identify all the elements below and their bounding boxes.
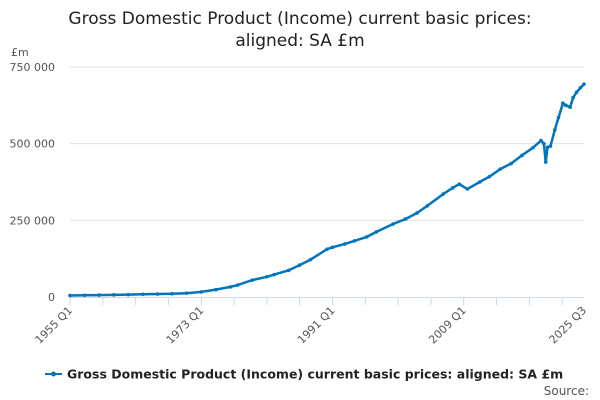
data-point xyxy=(228,285,233,289)
data-point xyxy=(543,160,548,164)
data-point xyxy=(297,263,302,267)
data-point xyxy=(574,90,579,94)
data-point xyxy=(509,161,513,166)
data-point xyxy=(568,105,572,109)
data-point xyxy=(457,182,462,186)
data-point xyxy=(542,141,546,146)
data-point xyxy=(477,180,482,184)
data-point xyxy=(403,217,408,221)
data-point xyxy=(68,293,72,298)
x-tick-label: 2009 Q1 xyxy=(426,304,469,347)
data-point xyxy=(425,204,430,208)
data-point xyxy=(250,278,255,282)
data-point xyxy=(97,293,101,297)
x-tick-label: 1955 Q1 xyxy=(33,304,76,347)
data-point xyxy=(465,187,470,191)
y-tick-label: 500 000 xyxy=(10,138,56,151)
x-tick-label: 1973 Q1 xyxy=(164,304,207,347)
data-point xyxy=(441,192,446,196)
data-point xyxy=(170,291,174,296)
data-point xyxy=(545,145,550,150)
data-point xyxy=(199,290,204,294)
data-point xyxy=(556,115,561,120)
legend[interactable]: Gross Domestic Product (Income) current … xyxy=(45,367,563,382)
data-point xyxy=(141,292,145,297)
chart-title-line-2: aligned: SA £m xyxy=(235,31,364,51)
data-point xyxy=(563,103,568,108)
data-point xyxy=(330,245,335,250)
data-point xyxy=(578,86,583,90)
data-point xyxy=(286,268,291,273)
data-point xyxy=(498,167,502,171)
data-point xyxy=(561,101,565,105)
data-point xyxy=(450,186,455,190)
data-point xyxy=(553,128,557,132)
y-axis-label: £m xyxy=(11,46,29,59)
data-point xyxy=(352,239,357,243)
data-point xyxy=(539,138,543,143)
x-tick-label: 1991 Q1 xyxy=(295,304,338,347)
data-point xyxy=(82,293,87,298)
y-tick-label: 0 xyxy=(48,291,55,304)
data-point xyxy=(308,257,313,262)
data-point xyxy=(520,153,524,158)
data-point xyxy=(548,144,553,148)
data-point xyxy=(391,222,395,226)
y-tick-label: 250 000 xyxy=(10,214,56,227)
data-point xyxy=(487,174,492,179)
data-point xyxy=(325,247,329,251)
data-point xyxy=(343,242,347,246)
data-point xyxy=(364,235,369,239)
chart-title-line-1: Gross Domestic Product (Income) current … xyxy=(68,9,531,29)
data-point xyxy=(155,292,160,296)
series-line xyxy=(69,83,585,297)
legend-point-marker xyxy=(51,371,56,377)
legend-label[interactable]: Gross Domestic Product (Income) current … xyxy=(67,367,563,382)
x-tick-label: 2025 Q3 xyxy=(547,304,590,347)
source-label: Source: xyxy=(544,384,589,398)
data-point xyxy=(571,95,575,100)
data-point xyxy=(214,287,218,292)
data-point xyxy=(415,211,419,215)
data-point xyxy=(126,292,131,297)
data-point xyxy=(265,274,269,279)
data-point xyxy=(374,230,379,234)
data-point xyxy=(235,283,240,287)
data-point xyxy=(184,291,189,295)
data-point xyxy=(111,293,116,297)
data-point xyxy=(531,145,535,150)
y-tick-label: 750 000 xyxy=(10,61,56,74)
data-point xyxy=(272,272,276,277)
data-point xyxy=(582,82,586,86)
